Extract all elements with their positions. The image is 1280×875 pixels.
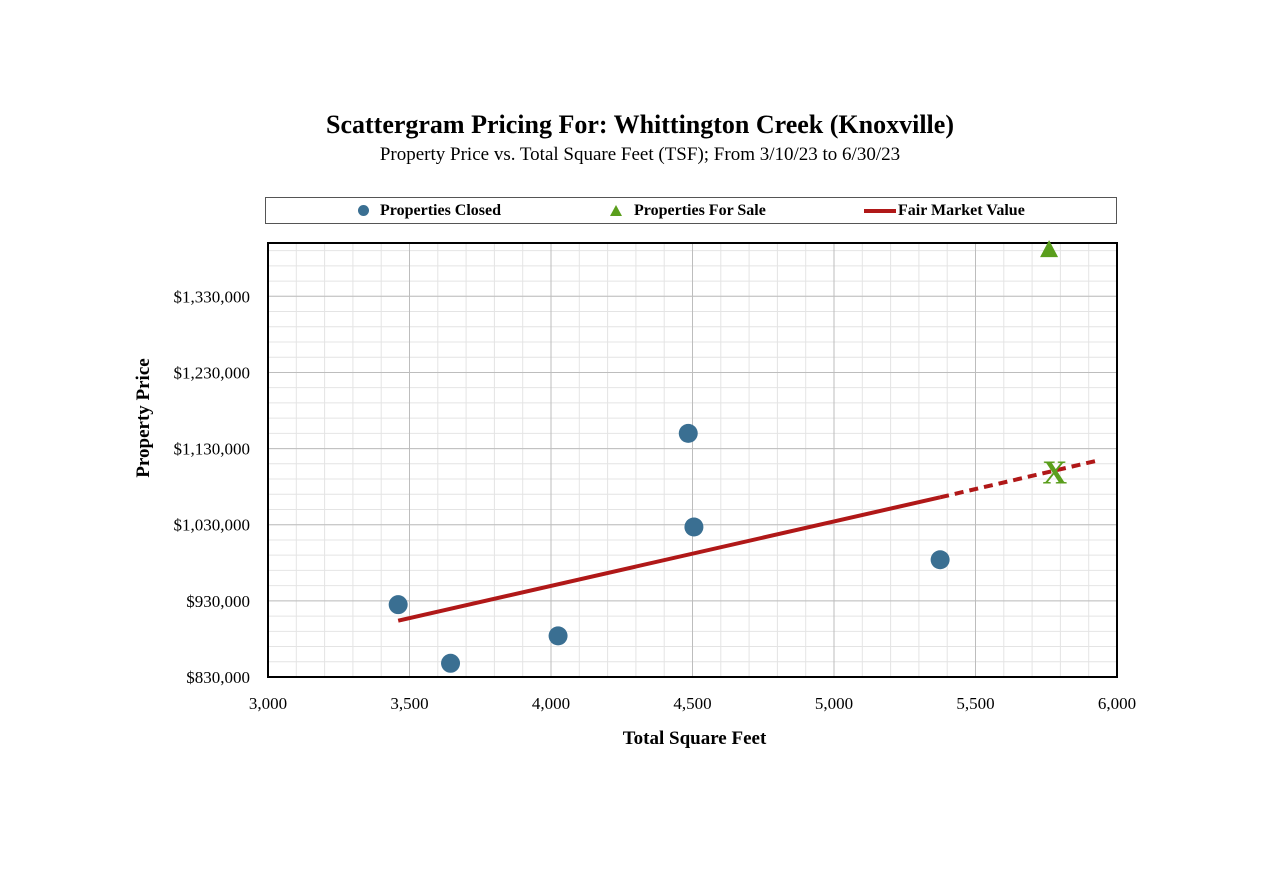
x-axis-title: Total Square Feet bbox=[623, 728, 767, 749]
legend-label-for-sale: Properties For Sale bbox=[634, 202, 766, 219]
x-tick-label: 6,000 bbox=[1098, 694, 1136, 713]
closed-property-point bbox=[388, 595, 408, 615]
closed-property-point bbox=[930, 550, 950, 570]
x-tick-label: 3,500 bbox=[390, 694, 428, 713]
subject-property-marker: X bbox=[1042, 454, 1067, 491]
y-tick-label: $830,000 bbox=[186, 668, 250, 687]
x-tick-label: 4,000 bbox=[532, 694, 570, 713]
y-tick-label: $1,330,000 bbox=[174, 287, 251, 306]
x-tick-label: 5,500 bbox=[956, 694, 994, 713]
legend-triangle-marker bbox=[610, 205, 622, 216]
fmv-trend-line bbox=[397, 495, 941, 623]
chart-subtitle: Property Price vs. Total Square Feet (TS… bbox=[379, 144, 901, 165]
x-tick-label: 4,500 bbox=[673, 694, 711, 713]
x-tick-label: 3,000 bbox=[249, 694, 287, 713]
closed-property-point bbox=[441, 653, 461, 673]
y-tick-label: $1,130,000 bbox=[174, 440, 251, 459]
y-axis-title: Property Price bbox=[133, 358, 154, 477]
x-tick-label: 5,000 bbox=[815, 694, 853, 713]
legend-label-closed: Properties Closed bbox=[380, 202, 502, 219]
legend-line-marker bbox=[864, 209, 896, 213]
plot-area-border bbox=[267, 242, 1118, 678]
chart-legend: Properties Closed Properties For Sale Fa… bbox=[265, 197, 1117, 224]
y-tick-label: $1,030,000 bbox=[174, 516, 251, 535]
legend-circle-marker bbox=[358, 205, 369, 216]
y-tick-label: $1,230,000 bbox=[174, 363, 251, 382]
closed-property-point bbox=[548, 626, 568, 646]
fmv-projection-line bbox=[939, 458, 1101, 500]
chart-title: Scattergram Pricing For: Whittington Cre… bbox=[326, 110, 954, 139]
closed-property-point bbox=[684, 517, 704, 537]
for-sale-property-point bbox=[1040, 240, 1059, 258]
legend-label-fmv: Fair Market Value bbox=[898, 202, 1025, 219]
closed-property-point bbox=[678, 423, 698, 443]
y-tick-label: $930,000 bbox=[186, 592, 250, 611]
